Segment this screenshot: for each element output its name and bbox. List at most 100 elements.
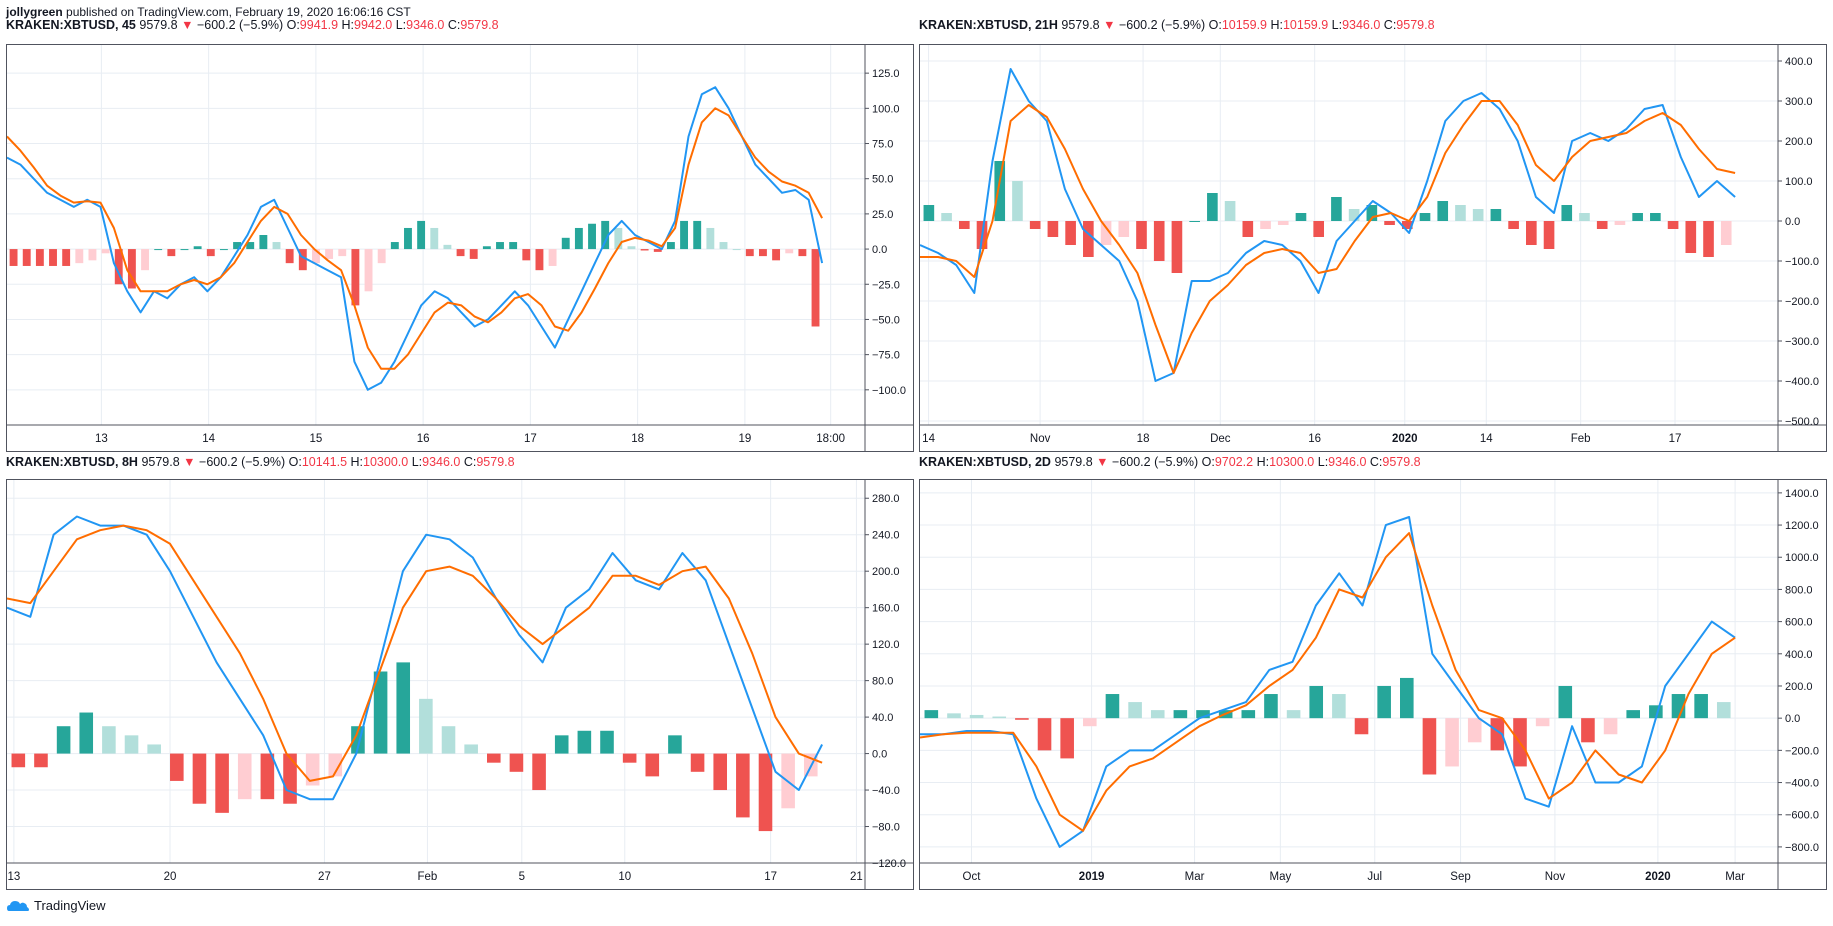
- histogram-bar: [548, 249, 557, 266]
- y-tick-label: 100.0: [1785, 176, 1813, 188]
- histogram-bar: [1331, 197, 1342, 221]
- x-tick-label: 2019: [1079, 871, 1105, 883]
- x-tick-label: Feb: [1571, 433, 1591, 445]
- histogram-bar: [1332, 694, 1346, 719]
- cloud-icon: [7, 900, 29, 911]
- histogram-bar: [1401, 221, 1413, 229]
- symbol-label: KRAKEN:XBTUSD, 8H: [6, 455, 138, 469]
- histogram-bar: [1150, 710, 1165, 719]
- histogram-bar: [1083, 718, 1097, 727]
- x-tick-label: 19: [738, 433, 751, 445]
- y-tick-label: 25.0: [872, 209, 893, 221]
- histogram-bar: [1685, 221, 1697, 253]
- y-tick-label: 200.0: [872, 566, 900, 578]
- chart-panel-3[interactable]: 280.0 240.0 200.0 160.0 120.0 80.0 40.0 0.0 −40.…: [6, 479, 914, 890]
- histogram-bar: [1100, 221, 1112, 245]
- macd-line: [7, 515, 823, 801]
- histogram-bar: [1153, 221, 1165, 261]
- histogram-bar: [1377, 685, 1391, 719]
- histogram-bar: [1060, 718, 1074, 759]
- macd-chart-3[interactable]: 280.0 240.0 200.0 160.0 120.0 80.0 40.0 0.0 −40.…: [7, 480, 913, 889]
- histogram-bar: [1472, 209, 1484, 221]
- macd-chart-4[interactable]: 1400.0 1200.0 1000.0 800.0 600.0 400.0 200.0 0.…: [920, 480, 1826, 889]
- histogram-bar: [1455, 205, 1466, 221]
- macd-chart-1[interactable]: 125.0 100.0 75.0 50.0 25.0 0.0 −25.0 −50.0 −75.0…: [7, 45, 913, 451]
- histogram-bar: [180, 249, 189, 251]
- x-tick-label: Nov: [1030, 433, 1051, 445]
- x-tick-label: Mar: [1185, 871, 1205, 883]
- histogram-bar: [1603, 718, 1618, 735]
- histogram-bar: [1083, 221, 1094, 257]
- chart-panel-1[interactable]: 125.0 100.0 75.0 50.0 25.0 0.0 −25.0 −50.0 −75.0…: [6, 44, 914, 452]
- histogram-bar: [1419, 213, 1431, 221]
- histogram-bar: [215, 753, 229, 813]
- histogram-bar: [1136, 221, 1147, 249]
- histogram-bar: [88, 249, 97, 261]
- x-tick-label: 14: [922, 433, 935, 445]
- symbol-label: KRAKEN:XBTUSD, 45: [6, 18, 136, 32]
- histogram-bar: [305, 753, 320, 786]
- y-tick-label: 75.0: [872, 139, 893, 151]
- x-tick-label: 16: [417, 433, 430, 445]
- histogram-bar: [170, 753, 184, 781]
- macd-chart-2[interactable]: 400.0 300.0 200.0 100.0 0.0 −100.0 −200.0 −300.…: [920, 45, 1826, 451]
- x-tick-label: 21: [850, 871, 863, 883]
- histogram-bar: [1224, 201, 1236, 221]
- histogram-bar: [1490, 718, 1505, 751]
- x-tick-label: Jul: [1367, 871, 1382, 883]
- y-tick-label: 80.0: [872, 676, 893, 688]
- x-tick-label: 18: [1137, 433, 1150, 445]
- histogram-bar: [1467, 718, 1482, 743]
- y-tick-label: 400.0: [1785, 56, 1813, 68]
- histogram-bar: [456, 249, 465, 257]
- histogram-bar: [693, 220, 702, 250]
- price-value: 9579.8: [141, 455, 180, 469]
- y-tick-label: −800.0: [1785, 842, 1819, 854]
- histogram-bar: [958, 221, 970, 229]
- down-arrow-icon: ▼: [181, 18, 194, 32]
- high-value: 9942.0: [354, 18, 393, 32]
- y-tick-label: −40.0: [872, 785, 900, 797]
- histogram-bar: [1490, 209, 1502, 221]
- x-tick-label: 16: [1308, 433, 1321, 445]
- histogram-bar: [1614, 221, 1626, 225]
- x-tick-label: Oct: [963, 871, 982, 883]
- change-value: −600.2 (−5.9%): [1112, 455, 1199, 469]
- signal-line: [7, 524, 823, 782]
- histogram-bar: [645, 753, 660, 777]
- chart-panel-4[interactable]: 1400.0 1200.0 1000.0 800.0 600.0 400.0 200.0 0.…: [919, 479, 1827, 890]
- histogram-bar: [758, 249, 767, 257]
- tradingview-logo[interactable]: TradingView: [6, 898, 106, 913]
- change-value: −600.2 (−5.9%): [196, 18, 284, 32]
- histogram-bar: [1105, 694, 1120, 719]
- price-value: 9579.8: [1061, 18, 1100, 32]
- close-value: 9579.8: [460, 18, 499, 32]
- chart-panel-2[interactable]: 400.0 300.0 200.0 100.0 0.0 −100.0 −200.0 −300.…: [919, 44, 1827, 452]
- high-value: 10300.0: [1269, 455, 1315, 469]
- histogram-bar: [600, 730, 614, 754]
- histogram-bar: [706, 227, 715, 250]
- author-name: jollygreen: [6, 5, 63, 19]
- x-tick-label: Sep: [1450, 871, 1470, 883]
- histogram-bar: [1561, 205, 1573, 221]
- y-tick-label: 50.0: [872, 174, 893, 186]
- low-value: 9346.0: [406, 18, 445, 32]
- x-tick-label: 14: [1480, 433, 1493, 445]
- close-value: 9579.8: [476, 455, 515, 469]
- histogram-bar: [75, 249, 84, 264]
- x-tick-label: 5: [519, 871, 525, 883]
- histogram-bar: [443, 244, 452, 250]
- histogram-bar: [1558, 685, 1573, 719]
- histogram: [9, 220, 820, 327]
- histogram-bar: [396, 662, 411, 754]
- y-tick-label: −80.0: [872, 822, 900, 834]
- histogram-bar: [1196, 710, 1210, 719]
- histogram-bar: [114, 249, 123, 285]
- x-tick-label: 18: [631, 433, 644, 445]
- histogram-bar: [1366, 205, 1378, 221]
- histogram-bar: [1029, 221, 1041, 229]
- histogram-bar: [772, 249, 781, 261]
- histogram-bar: [328, 753, 343, 777]
- histogram-bar: [469, 249, 478, 259]
- histogram-bar: [206, 249, 215, 257]
